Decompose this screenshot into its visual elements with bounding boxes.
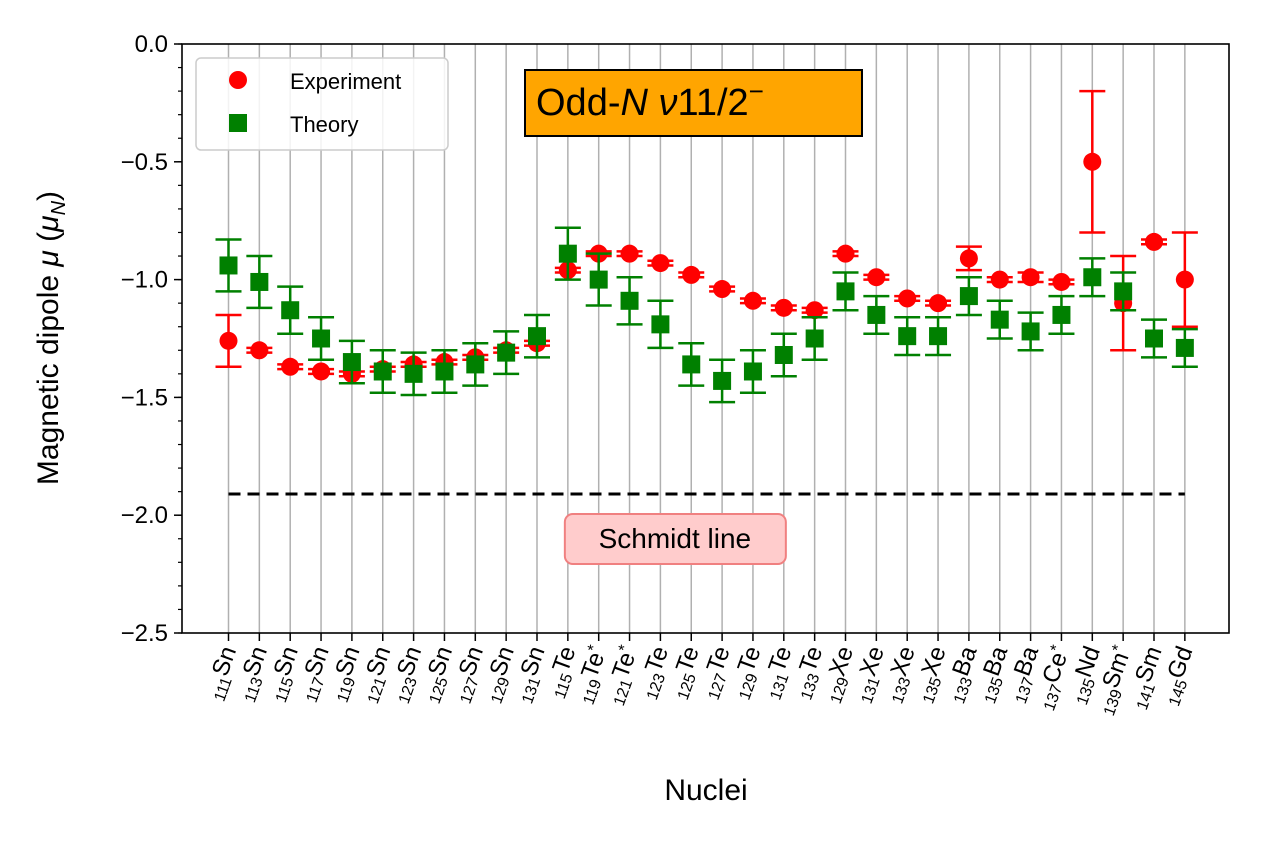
theory-point-7 [435,362,454,381]
x-tick-star: * [616,643,634,655]
legend: Experiment Theory [195,57,449,151]
schmidt-label: Schmidt line [599,523,752,554]
y-axis-title: Magnetic dipole μ (μN) [32,191,70,485]
schmidt-line-group: Schmidt line [228,492,1185,565]
theory-point-5 [373,362,392,381]
legend-experiment-marker [229,71,247,89]
legend-experiment-label: Experiment [290,69,401,94]
legend-theory-marker [229,114,247,132]
experiment-point-19 [805,301,824,320]
theory-point-19 [805,329,824,348]
y-title-unit: μ [32,215,65,232]
experiment-point-18 [774,298,793,317]
y-title-open: ( [32,232,65,250]
y-tick-label-3: −1.5 [121,384,168,411]
experiment-point-24 [959,249,978,268]
title-box-background [524,69,863,137]
theory-point-25 [990,310,1009,329]
experiment-point-1 [250,341,269,360]
y-tick-label-4: −2.0 [121,502,168,529]
theory-point-0 [219,256,238,275]
theory-point-29 [1114,282,1133,301]
legend-box [195,57,449,151]
theory-point-31 [1175,338,1194,357]
x-tick-star: * [1109,643,1127,655]
experiment-point-22 [898,289,917,308]
theory-point-1 [250,272,269,291]
y-title-unit-sub: N [48,200,70,215]
experiment-point-30 [1145,232,1163,251]
theory-point-6 [404,364,423,383]
theory-point-20 [836,282,855,301]
experiment-point-3 [312,362,331,381]
theory-point-15 [682,355,701,374]
y-tick-label-1: −0.5 [121,149,168,176]
experiment-point-28 [1083,152,1102,171]
title-rest: 11/2 [678,82,749,124]
experiment-point-21 [867,268,886,287]
x-axis-title: Nuclei [664,774,747,807]
x-tick-star: * [585,643,603,655]
theory-point-11 [558,244,577,263]
theory-series [215,226,1198,404]
theory-point-3 [312,329,331,348]
theory-point-12 [589,270,608,289]
experiment-point-26 [1021,268,1040,287]
theory-point-18 [774,345,793,364]
experiment-point-0 [219,331,238,350]
theory-point-16 [713,371,732,390]
theory-point-24 [959,287,978,306]
theory-point-21 [867,305,886,324]
x-tick-star: * [1048,643,1066,655]
theory-point-26 [1021,322,1040,341]
experiment-point-23 [929,294,948,313]
title-nu: ν [648,82,678,124]
theory-point-8 [466,355,485,374]
y-tick-label-5: −2.5 [121,620,168,647]
theory-point-4 [342,353,361,372]
title-italic-n: N [620,82,648,124]
experiment-point-27 [1052,272,1071,291]
theory-point-14 [651,315,670,334]
experiment-point-31 [1175,270,1194,289]
y-title-close: ) [32,191,65,201]
theory-point-2 [281,301,300,320]
theory-point-28 [1083,268,1102,287]
experiment-point-25 [990,270,1009,289]
y-title-mu: μ [32,250,65,267]
experiment-point-2 [281,357,300,376]
y-title-main: Magnetic dipole [32,267,65,485]
theory-point-10 [528,327,546,346]
experiment-point-15 [682,265,701,284]
title-main: Odd- [536,82,620,124]
theory-point-9 [497,343,516,362]
title-superscript: − [749,76,764,106]
title-text: Odd-N ν11/2− [536,76,764,124]
theory-point-13 [620,291,639,310]
theory-point-23 [929,327,948,346]
theory-point-17 [743,362,762,381]
theory-point-22 [898,327,917,346]
y-tick-label-0: 0.0 [135,31,168,58]
experiment-point-16 [713,280,732,299]
y-tick-label-2: −1.0 [121,267,168,294]
legend-theory-label: Theory [290,112,358,137]
y-axis: 0.0 −0.5 −1.0 −1.5 −2.0 −2.5 [121,31,182,647]
plot-frame [181,43,1230,634]
experiment-point-17 [743,291,762,310]
theory-point-30 [1145,329,1163,348]
title-box: Odd-N ν11/2− [524,69,863,137]
experiment-point-13 [620,244,639,263]
experiment-point-14 [651,254,670,273]
schmidt-label-box [563,512,787,565]
theory-point-27 [1052,305,1071,324]
experiment-point-20 [836,244,855,263]
